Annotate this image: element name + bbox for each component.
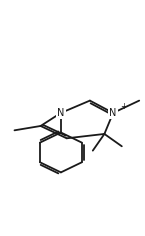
Text: N: N — [57, 108, 65, 118]
Text: N: N — [109, 108, 117, 118]
Text: +: + — [120, 102, 127, 111]
